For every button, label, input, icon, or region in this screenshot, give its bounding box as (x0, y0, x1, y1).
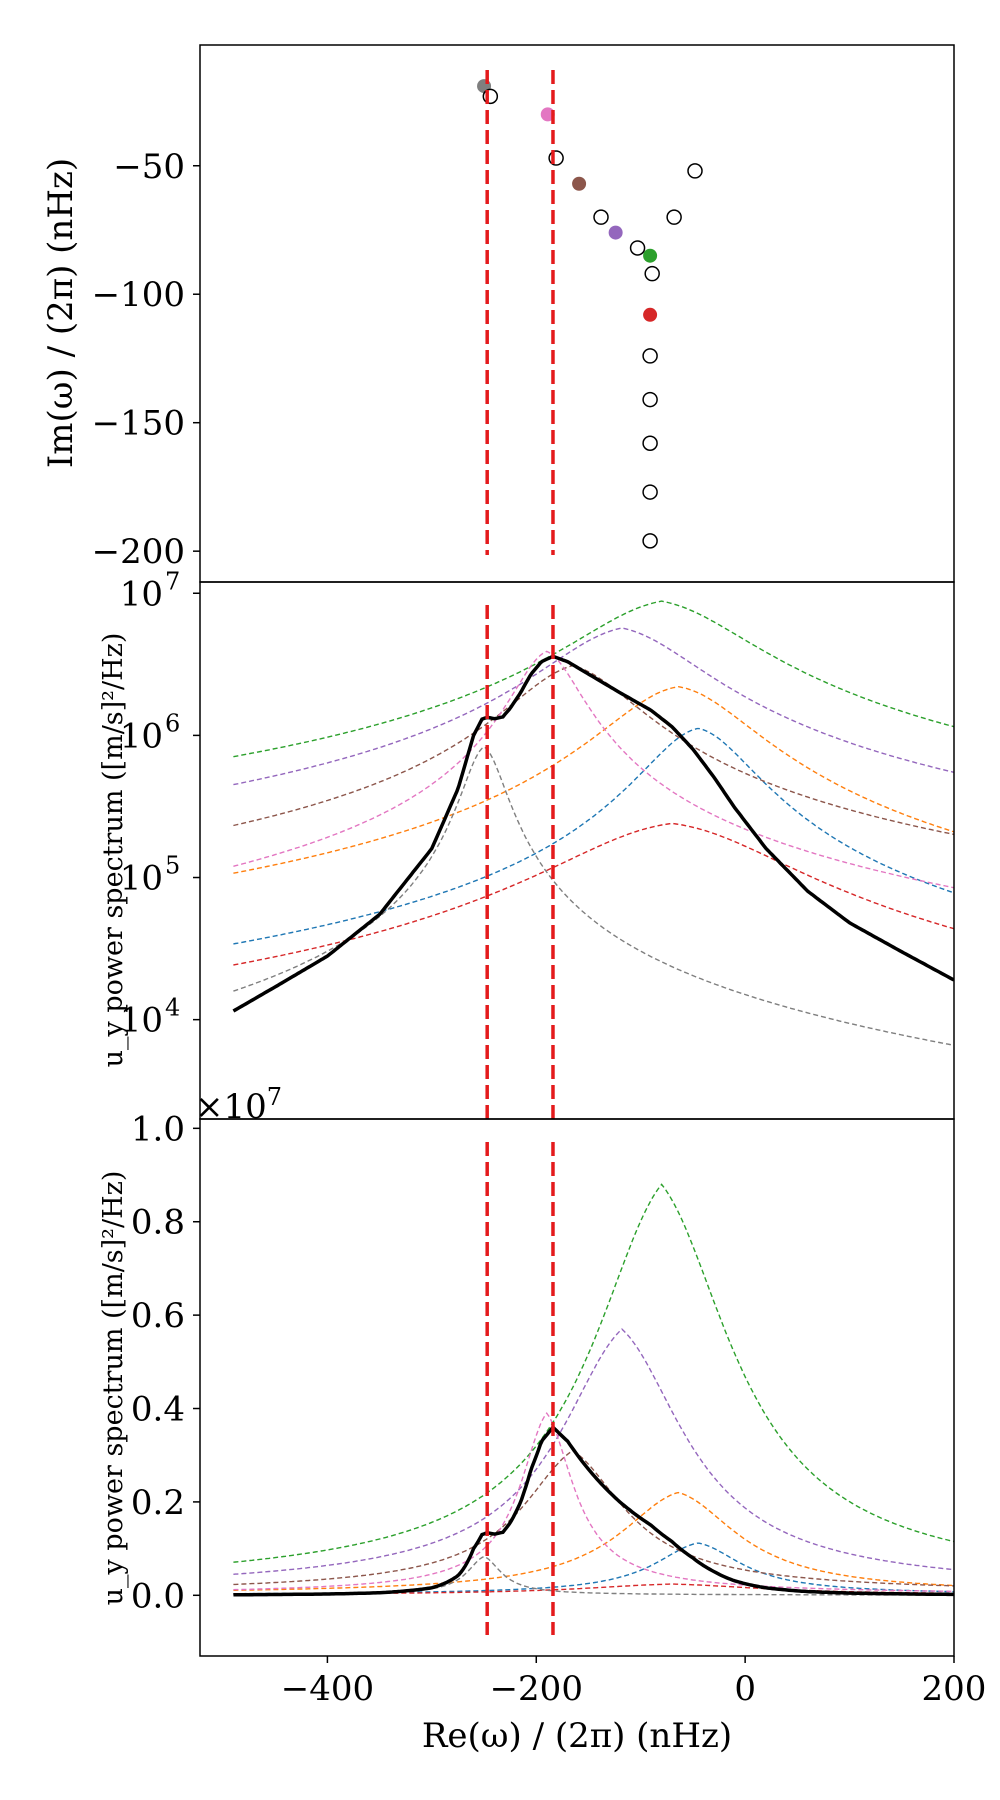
top-ytick-label: −200 (92, 532, 185, 572)
top-ytick-label: −150 (92, 404, 185, 444)
eigenmode-filled-point (608, 225, 623, 240)
bottom-ytick-label: 0.8 (131, 1203, 185, 1243)
eigenmode-open-point (642, 435, 658, 452)
mode-curve-pink (233, 1412, 954, 1592)
eigenmode-open-point (666, 209, 682, 225)
mode-curve-purple (233, 627, 954, 786)
mode-curve-green (233, 1183, 954, 1563)
mode-curve-red (233, 822, 954, 966)
middle-ylabel: u_y power spectrum ([m/s]²/Hz) (98, 633, 129, 1068)
x-tick-label: −200 (490, 1669, 583, 1709)
total-spectrum-curve (233, 1424, 954, 1597)
eigenmode-open-point (548, 150, 564, 166)
top-ylabel: Im(ω) / (2π) (nHz) (41, 158, 81, 468)
top-ytick-label: −100 (92, 275, 185, 315)
mode-curve-gray (233, 746, 954, 1046)
total-spectrum-curve (232, 654, 954, 1013)
eigenmode-filled-point (643, 307, 658, 322)
top-panel-frame (199, 44, 955, 583)
x-axis-label: Re(ω) / (2π) (nHz) (422, 1716, 732, 1756)
x-tick-label: 200 (922, 1669, 987, 1709)
eigenmode-open-point (687, 163, 703, 179)
mode-curve-purple (233, 1328, 954, 1575)
eigenmode-open-point (482, 88, 499, 105)
x-tick-label: −400 (281, 1669, 374, 1709)
eigenmode-open-point (593, 209, 609, 225)
mode-curve-pink (233, 650, 954, 889)
middle-ytick-exponent: 7 (165, 567, 180, 595)
middle-panel-frame (199, 581, 955, 1120)
middle-ytick-exponent: 5 (165, 852, 180, 880)
middle-ytick-exponent: 6 (165, 709, 180, 737)
mode-curve-brown (233, 1450, 954, 1587)
bottom-ytick-label: 1.0 (131, 1109, 185, 1149)
mode-curve-green (233, 600, 954, 758)
bottom-ytick-label: 0.6 (131, 1296, 185, 1336)
bottom-ytick-label: 0.4 (131, 1390, 185, 1430)
middle-ytick-label: 10 (120, 574, 163, 614)
mode-curve-brown (233, 665, 954, 836)
eigenmode-open-point (642, 348, 658, 364)
x-tick-label: 0 (734, 1669, 756, 1709)
middle-ytick-label: 10 (120, 716, 163, 756)
bottom-ylabel: u_y power spectrum ([m/s]²/Hz) (98, 1171, 129, 1606)
linear-spectrum-panel: 0.0 0.2 0.4 0.6 0.8 1.0 −400 −200 0 200 u_y powe… (98, 1083, 986, 1756)
offset-text: ×107 (195, 1083, 282, 1127)
bottom-ytick-label: 0.2 (131, 1483, 185, 1523)
eigenmode-open-point (629, 240, 646, 256)
eigenmode-open-point (642, 391, 658, 408)
top-ytick-label: −50 (113, 147, 185, 187)
mode-curve-orange (233, 685, 954, 874)
middle-ytick-label: 10 (120, 859, 163, 899)
bottom-panel-frame (199, 1118, 955, 1657)
bottom-ytick-label: 0.0 (131, 1576, 185, 1616)
eigenmode-open-point (642, 484, 658, 500)
mode-curve-orange (233, 1491, 954, 1591)
middle-ytick-exponent: 4 (165, 994, 180, 1022)
eigenmode-open-point (642, 533, 658, 549)
eigenmode-open-point (644, 265, 660, 282)
eigenmode-filled-point (572, 176, 587, 191)
middle-ytick-label: 10 (120, 1001, 163, 1041)
mode-curve-blue (233, 727, 954, 945)
eigenmode-filled-point (643, 248, 658, 263)
im-omega-panel: −50 −100 −150 −200 Im(ω) / (2π) (nHz) (41, 44, 955, 583)
